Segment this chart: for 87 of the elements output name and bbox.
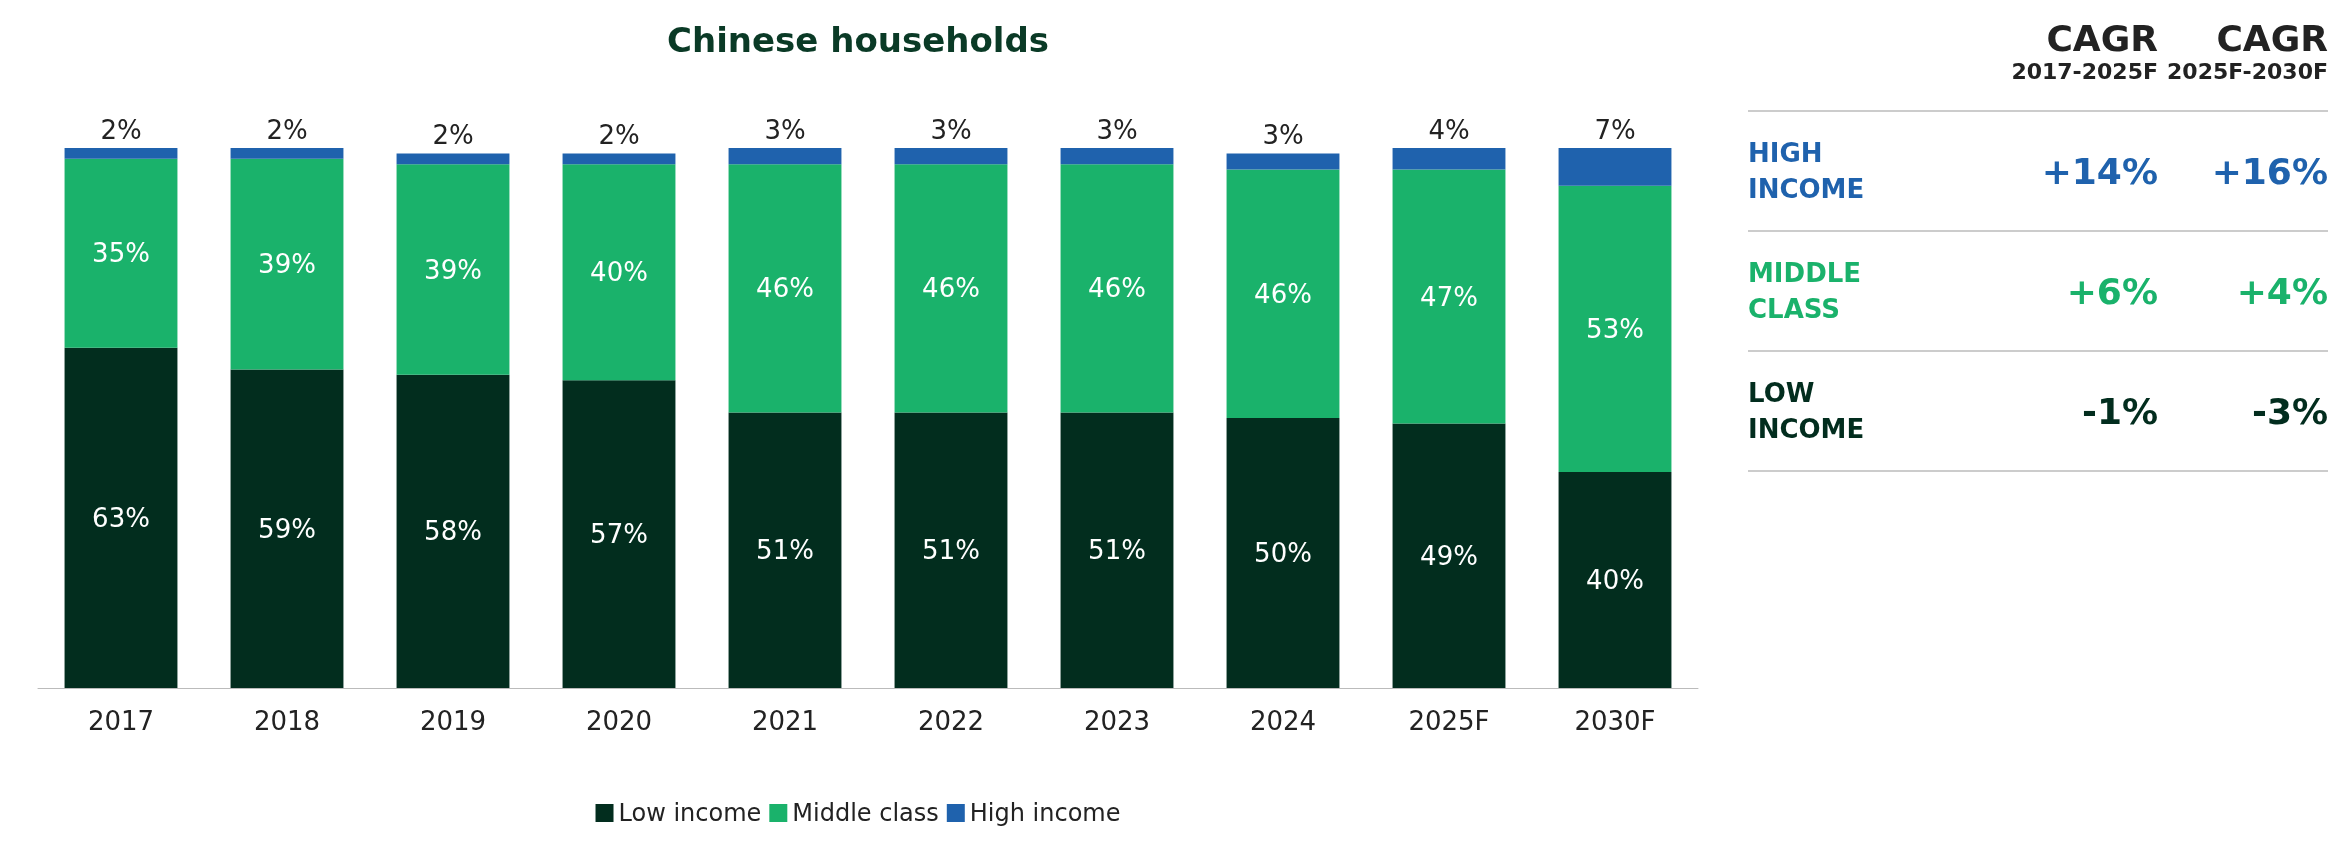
text: 2017-2025F	[2010, 59, 2158, 84]
bar	[562, 380, 676, 688]
bar	[894, 148, 1008, 165]
x-tick-label: 2018	[253, 706, 321, 736]
x-tick-label: 2023	[1083, 706, 1151, 736]
bar	[1060, 148, 1174, 165]
bar	[728, 164, 842, 413]
data-label: 3%	[764, 115, 806, 145]
x-tick-label: 2019	[419, 706, 487, 736]
x-tick-label: 2022	[917, 706, 985, 736]
chart-title: Chinese households	[666, 20, 1050, 60]
legend-label: High income	[969, 799, 1121, 827]
data-label: 50%	[1254, 538, 1312, 568]
bar	[396, 374, 510, 688]
bar	[396, 164, 510, 375]
text: +16%	[2210, 150, 2328, 192]
data-label: 58%	[424, 516, 482, 547]
x-tick-label: 2025F	[1408, 706, 1490, 736]
data-label: 7%	[1594, 115, 1636, 145]
data-label: 3%	[1262, 120, 1304, 151]
data-label: 63%	[92, 502, 150, 533]
x-tick-label: 2030F	[1574, 706, 1656, 736]
bar	[1060, 164, 1174, 413]
data-label: 47%	[1420, 281, 1478, 312]
data-label: 57%	[590, 519, 648, 550]
bar	[894, 412, 1008, 688]
bar	[64, 158, 178, 348]
x-tick-label: 2020	[585, 706, 653, 736]
text: +4%	[2235, 270, 2328, 312]
text: CAGR	[2215, 18, 2328, 59]
bar	[1060, 412, 1174, 688]
bar	[562, 164, 676, 381]
text: HIGH INCOME	[1748, 137, 1866, 206]
bar	[230, 148, 344, 159]
x-tick-label: 2024	[1249, 706, 1317, 736]
text: -1%	[2080, 390, 2158, 432]
legend-label: Low income	[618, 799, 762, 827]
data-label: 40%	[1586, 565, 1644, 595]
bar	[1392, 148, 1506, 170]
bar	[1226, 153, 1340, 170]
x-tick-label: 2021	[751, 706, 819, 736]
legend-label: Middle class	[792, 799, 939, 827]
bar	[1558, 185, 1672, 472]
text: +6%	[2065, 270, 2158, 312]
bar	[396, 153, 510, 165]
bar	[230, 369, 344, 688]
data-label: 53%	[1586, 313, 1644, 344]
bar	[894, 164, 1008, 413]
x-tick-label: 2017	[87, 706, 155, 736]
data-label: 46%	[756, 273, 814, 304]
data-label: 46%	[1254, 278, 1312, 309]
bar	[1226, 418, 1340, 688]
text: 2025F-2030F	[2166, 59, 2328, 84]
data-label: 59%	[258, 513, 316, 544]
data-label: 39%	[258, 249, 316, 280]
data-label: 40%	[590, 257, 648, 288]
text: CAGR	[2045, 18, 2158, 59]
data-label: 51%	[1088, 535, 1146, 566]
bar	[64, 347, 178, 688]
bar	[1558, 148, 1672, 186]
bar	[728, 412, 842, 688]
bar	[1392, 169, 1506, 424]
data-label: 35%	[92, 238, 150, 269]
data-label: 2%	[266, 115, 308, 145]
bar	[1226, 169, 1340, 418]
data-label: 4%	[1428, 115, 1470, 145]
text: +14%	[2040, 150, 2158, 192]
data-label: 46%	[922, 273, 980, 304]
bar	[64, 148, 178, 159]
bar	[562, 153, 676, 165]
bar	[728, 148, 842, 165]
data-label: 2%	[598, 120, 640, 151]
bar	[1558, 472, 1672, 688]
data-label: 3%	[930, 115, 972, 145]
data-label: 39%	[424, 254, 482, 285]
data-label: 51%	[756, 535, 814, 566]
text: MIDDLE CLASS	[1748, 257, 1863, 326]
bar	[230, 158, 344, 370]
data-label: 49%	[1420, 540, 1478, 571]
data-label: 2%	[100, 115, 142, 145]
text: LOW INCOME	[1748, 377, 1866, 446]
data-label: 46%	[1088, 273, 1146, 304]
data-label: 2%	[432, 120, 474, 151]
data-label: 51%	[922, 535, 980, 566]
text: -3%	[2250, 390, 2328, 432]
data-label: 3%	[1096, 115, 1138, 145]
bar	[1392, 423, 1506, 688]
